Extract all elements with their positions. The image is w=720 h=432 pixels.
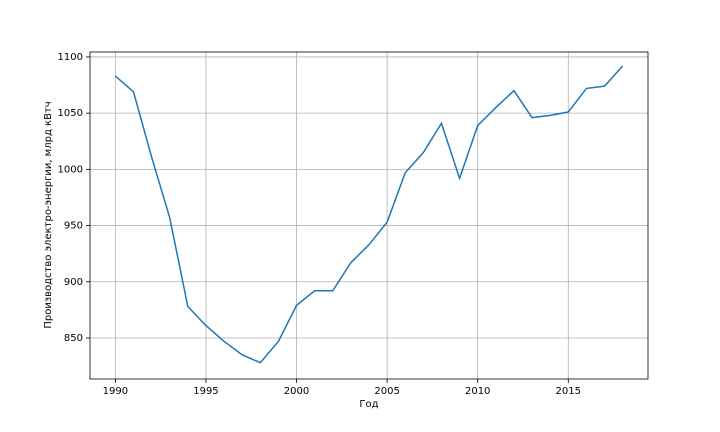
x-tick-label: 1995 — [193, 386, 218, 397]
x-tick-label: 2010 — [465, 386, 490, 397]
y-tick-label: 900 — [64, 277, 83, 288]
x-tick-label: 2005 — [374, 386, 399, 397]
x-tick-label: 1990 — [103, 386, 128, 397]
data-line — [114, 65, 624, 364]
x-axis-label: Год — [359, 399, 378, 410]
y-tick-label: 1100 — [58, 52, 83, 63]
y-tick-label: 1050 — [58, 108, 83, 119]
y-tick-label: 1000 — [58, 164, 83, 175]
y-axis-label: Производство электро-энергии, млрд кВтч — [43, 101, 54, 328]
x-tick-label: 2000 — [284, 386, 309, 397]
x-tick-label: 2015 — [556, 386, 581, 397]
plot-frame — [89, 51, 649, 380]
y-tick-label: 950 — [64, 221, 83, 232]
y-tick-label: 850 — [64, 333, 83, 344]
